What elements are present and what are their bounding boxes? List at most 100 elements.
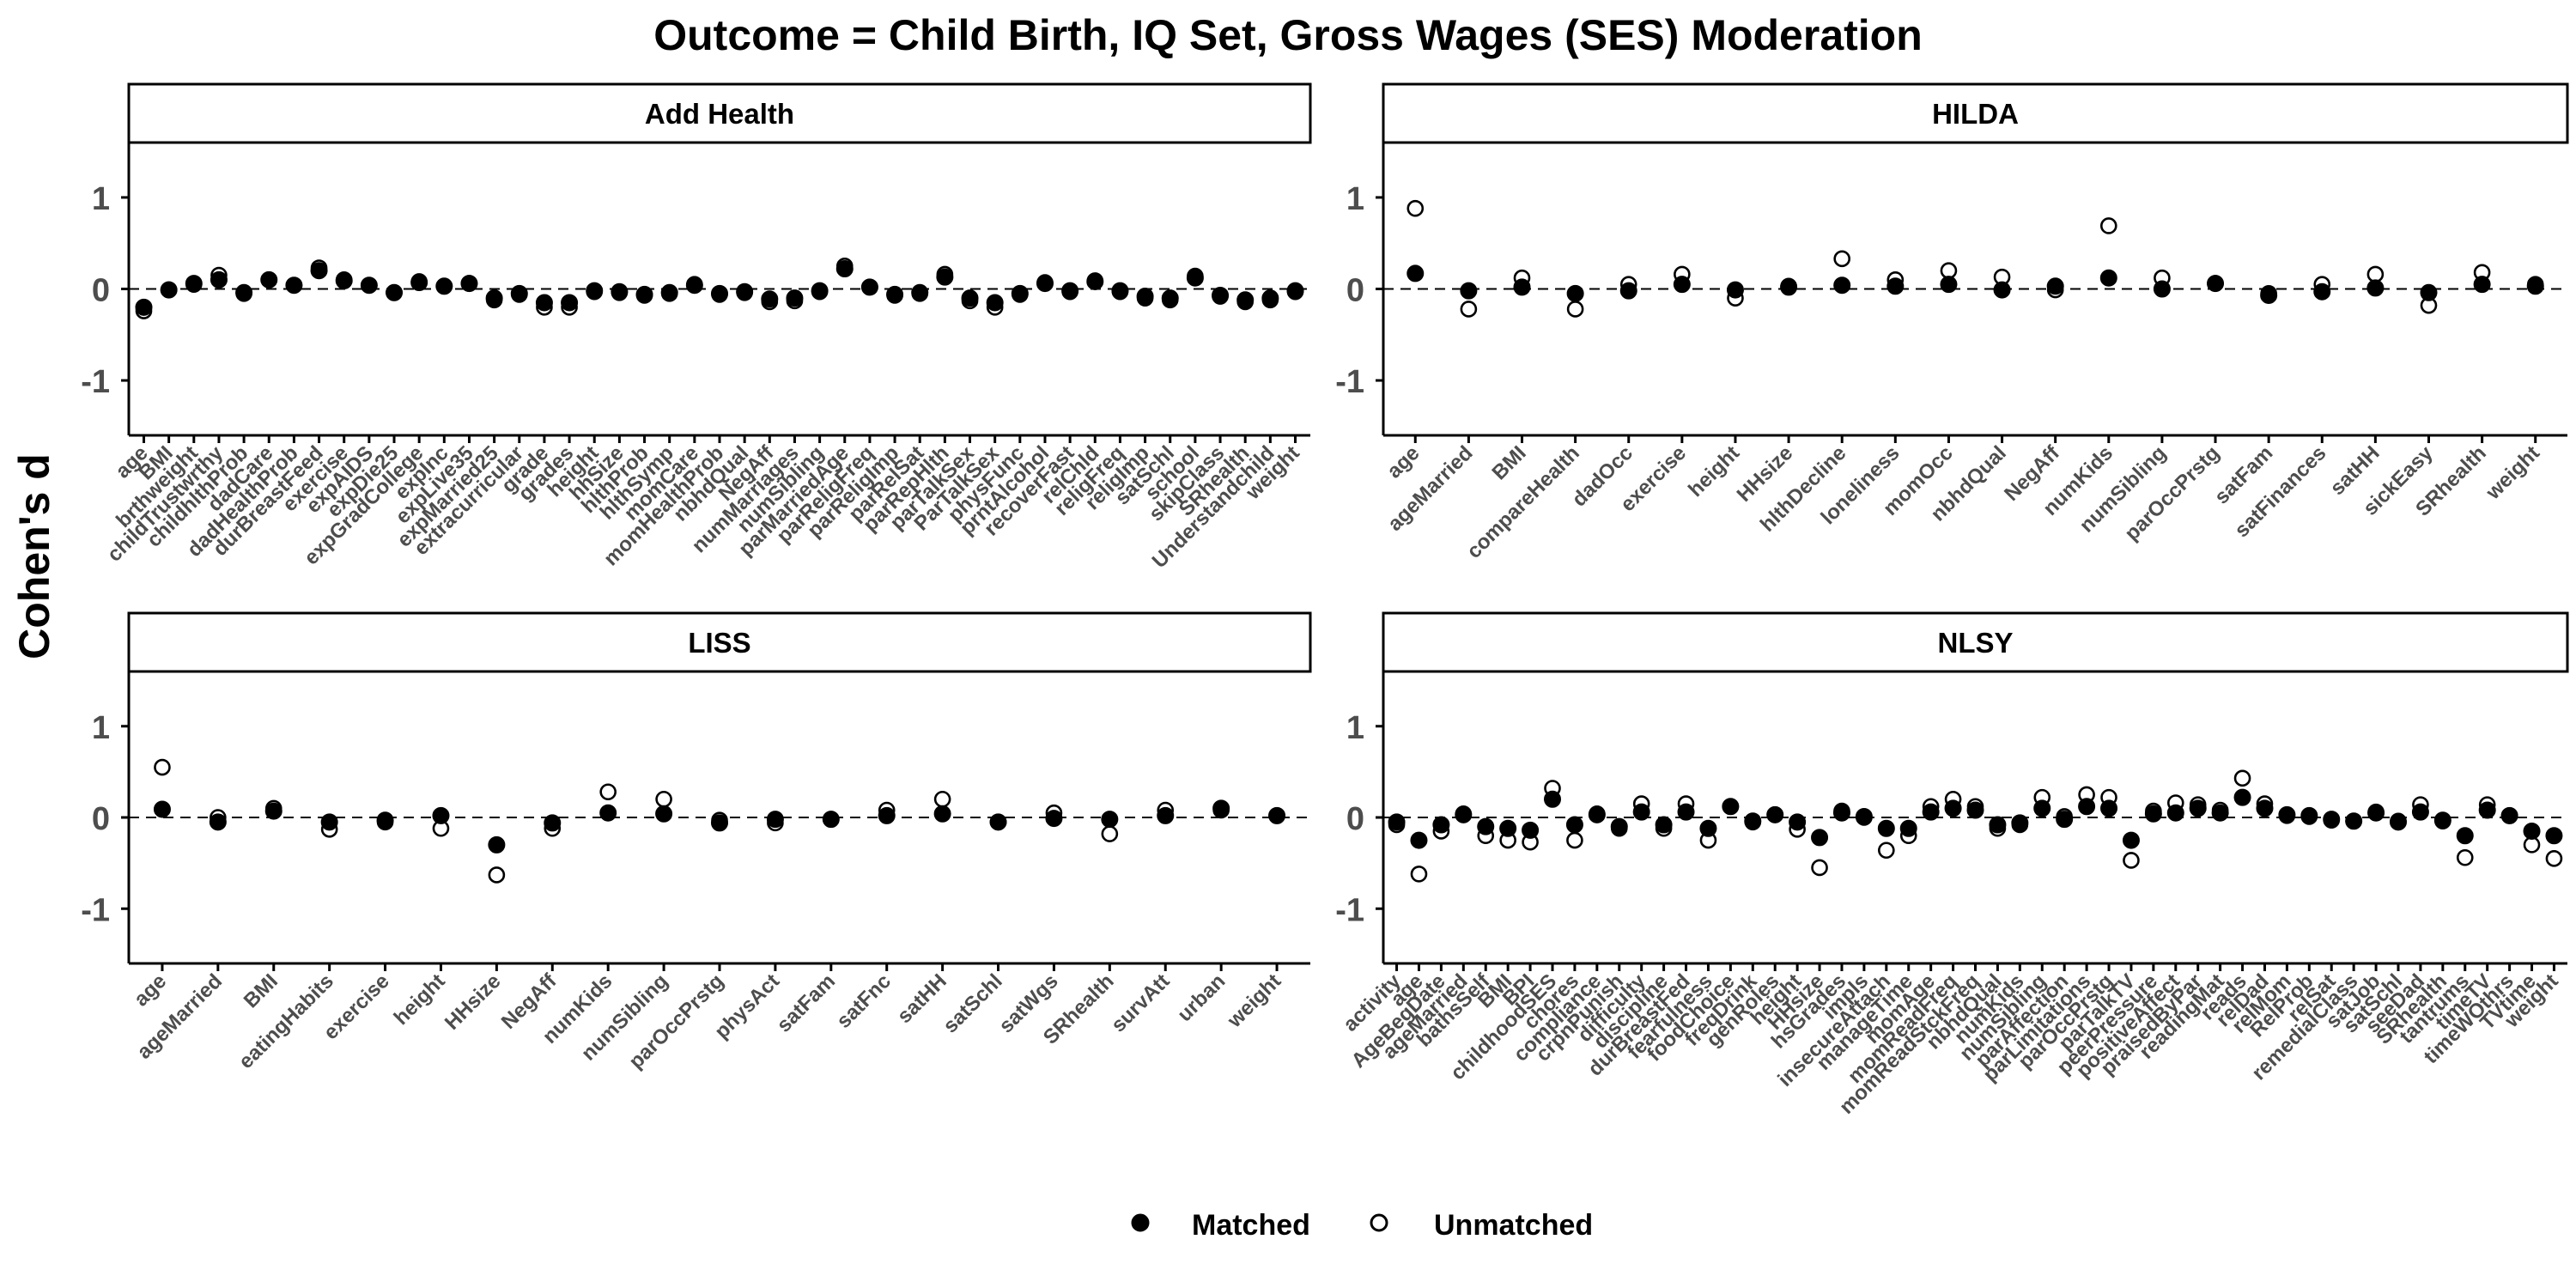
point-unmatched <box>1101 825 1119 842</box>
y-tick-label: 1 <box>1346 181 1364 217</box>
point-matched <box>1886 277 1905 295</box>
point-matched <box>285 276 303 295</box>
point-matched <box>2153 280 2171 298</box>
point-matched <box>711 814 728 832</box>
point-matched <box>1877 819 1895 837</box>
point-matched <box>210 270 228 289</box>
y-tick-label: 0 <box>1346 273 1364 309</box>
point-matched <box>510 284 528 302</box>
x-tick-label: weight <box>1223 969 1286 1033</box>
point-matched <box>160 281 178 299</box>
point-unmatched <box>488 866 506 884</box>
point-matched <box>1388 813 1406 831</box>
point-unmatched <box>655 790 672 808</box>
point-matched <box>1726 281 1744 299</box>
point-matched <box>655 805 673 823</box>
point-matched <box>2500 806 2518 824</box>
point-matched <box>2456 827 2474 845</box>
legend-key-unmatched <box>1370 1213 1388 1232</box>
point-matched <box>1899 819 1917 837</box>
point-unmatched <box>2366 265 2385 283</box>
point-matched <box>635 285 653 303</box>
point-matched <box>2189 799 2207 817</box>
point-matched <box>2313 283 2331 301</box>
panel-strip-label: LISS <box>688 627 750 659</box>
point-matched <box>2473 276 2491 294</box>
x-tick-label: survAtt <box>1107 969 1175 1037</box>
panel-strip <box>1382 82 2569 144</box>
point-matched <box>822 811 840 829</box>
point-unmatched <box>2545 850 2563 867</box>
point-unmatched <box>2233 769 2251 787</box>
point-matched <box>1410 831 1428 849</box>
panels: Add Health-101ageBMIbrthweightchildTrust… <box>81 82 2569 1119</box>
point-matched <box>320 813 338 831</box>
point-matched <box>1655 816 1673 834</box>
point-unmatched <box>2456 848 2474 866</box>
point-matched <box>2278 805 2296 823</box>
point-matched <box>1432 816 1450 834</box>
point-matched <box>685 276 703 295</box>
point-matched <box>2420 283 2438 301</box>
point-matched <box>2526 277 2544 295</box>
point-matched <box>1157 806 1175 824</box>
x-tick-label: weight <box>2481 441 2544 505</box>
point-matched <box>1588 805 1606 823</box>
point-matched <box>1406 264 1425 283</box>
x-tick-label: parOccPrstg <box>2120 441 2224 545</box>
point-matched <box>1766 805 1784 823</box>
point-matched <box>1811 829 1829 847</box>
point-matched <box>260 270 278 289</box>
point-matched <box>1086 272 1104 290</box>
point-matched <box>2122 831 2140 849</box>
point-matched <box>410 274 428 292</box>
point-matched <box>386 283 404 301</box>
point-matched <box>736 283 754 301</box>
point-matched <box>1061 282 1079 300</box>
point-matched <box>1677 803 1695 821</box>
point-matched <box>1966 801 1984 819</box>
point-matched <box>2211 804 2229 822</box>
panel-strip-label: NLSY <box>1937 627 2013 659</box>
point-matched <box>264 802 283 820</box>
point-unmatched <box>154 758 171 776</box>
panel-strip <box>127 611 1312 673</box>
point-matched <box>961 289 979 307</box>
point-matched <box>1989 816 2007 834</box>
point-unmatched <box>933 790 951 808</box>
point-matched <box>2300 806 2318 824</box>
y-tick-label: 1 <box>92 181 110 217</box>
x-tick-label: satFam <box>773 969 841 1037</box>
point-matched <box>1286 282 1304 300</box>
point-matched <box>561 294 579 312</box>
point-matched <box>1045 810 1063 828</box>
x-tick-label: age <box>1382 441 1424 483</box>
x-tick-label: BMI <box>1488 441 1531 484</box>
point-matched <box>1499 819 1517 837</box>
point-matched <box>2256 799 2274 817</box>
point-matched <box>2366 279 2385 297</box>
point-matched <box>2207 275 2225 293</box>
point-matched <box>2433 811 2451 829</box>
x-tick-label: HHsize <box>440 969 506 1035</box>
point-unmatched <box>1406 199 1425 217</box>
point-matched <box>2046 277 2064 295</box>
legend: Matched Unmatched <box>1131 1209 1593 1242</box>
point-unmatched <box>1878 841 1895 860</box>
point-matched <box>1236 291 1255 309</box>
y-tick-label: 0 <box>1346 801 1364 837</box>
y-tick-label: 0 <box>92 273 110 309</box>
point-matched <box>1136 288 1154 306</box>
point-matched <box>335 271 353 289</box>
point-matched <box>2478 801 2496 819</box>
point-matched <box>1780 278 1798 296</box>
point-matched <box>2100 799 2118 817</box>
point-matched <box>1944 799 1962 817</box>
point-matched <box>1522 821 1540 839</box>
point-matched <box>360 276 378 295</box>
point-matched <box>1744 812 1762 830</box>
point-matched <box>986 294 1004 312</box>
panel-add-health: Add Health-101ageBMIbrthweightchildTrust… <box>81 82 1312 573</box>
